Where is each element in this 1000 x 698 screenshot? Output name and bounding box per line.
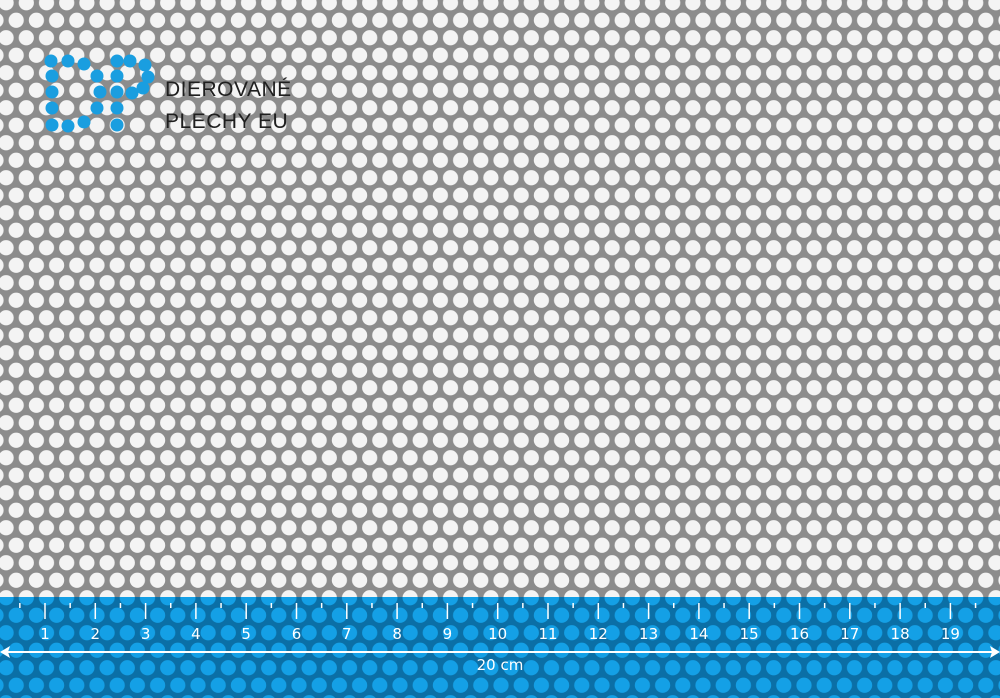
ruler-label: 13 bbox=[639, 625, 658, 643]
logo-dot bbox=[136, 81, 150, 95]
logo-dot bbox=[90, 69, 104, 83]
ruler-label: 7 bbox=[342, 625, 352, 643]
logo-dot bbox=[45, 69, 59, 83]
ruler-label: 19 bbox=[941, 625, 960, 643]
ruler-label: 9 bbox=[443, 625, 453, 643]
ruler-label: 2 bbox=[91, 625, 101, 643]
ruler-label: 4 bbox=[191, 625, 201, 643]
ruler-length-label: 20 cm bbox=[477, 656, 524, 674]
logo-dot bbox=[44, 54, 58, 68]
ruler-label: 18 bbox=[891, 625, 910, 643]
logo-dot bbox=[110, 85, 124, 99]
ruler-label: 12 bbox=[589, 625, 608, 643]
logo-dot bbox=[110, 118, 124, 132]
logo-dot bbox=[45, 85, 59, 99]
ruler-label: 14 bbox=[689, 625, 708, 643]
logo-dot bbox=[61, 54, 75, 68]
logo-dot bbox=[77, 57, 91, 71]
ruler-label: 3 bbox=[141, 625, 151, 643]
logo-dot bbox=[141, 70, 155, 84]
logo-dot bbox=[125, 86, 139, 100]
logo-dot bbox=[110, 101, 124, 115]
logo-dot bbox=[93, 85, 107, 99]
logo-dot bbox=[45, 101, 59, 115]
ruler-label: 8 bbox=[392, 625, 402, 643]
brand-line-2: PLECHY EU bbox=[165, 110, 289, 133]
arrow-right-icon bbox=[990, 646, 1000, 658]
ruler-label: 1 bbox=[40, 625, 50, 643]
ruler-label: 6 bbox=[292, 625, 302, 643]
ruler-label: 15 bbox=[740, 625, 759, 643]
ruler: 1 2 3 4 5 6 7 8 9 10 11 12 13 14 15 16 17 18 19 20 cm bbox=[0, 597, 1000, 698]
brand-name: DIEROVANÉ PLECHY EU bbox=[165, 74, 292, 138]
ruler-label: 10 bbox=[488, 625, 507, 643]
ruler-label: 16 bbox=[790, 625, 809, 643]
ruler-label: 5 bbox=[241, 625, 251, 643]
logo-dot bbox=[138, 58, 152, 72]
logo-dot bbox=[61, 119, 75, 133]
logo-dot bbox=[110, 54, 124, 68]
logo-dot bbox=[110, 69, 124, 83]
ruler-label: 17 bbox=[840, 625, 859, 643]
logo-dot bbox=[45, 118, 59, 132]
logo-dot bbox=[123, 54, 137, 68]
arrow-left-icon bbox=[0, 646, 10, 658]
logo-dot bbox=[77, 115, 91, 129]
logo-dp-icon bbox=[44, 54, 155, 133]
logo-dot bbox=[90, 101, 104, 115]
brand-line-1: DIEROVANÉ bbox=[165, 78, 292, 101]
ruler-label: 11 bbox=[538, 625, 557, 643]
